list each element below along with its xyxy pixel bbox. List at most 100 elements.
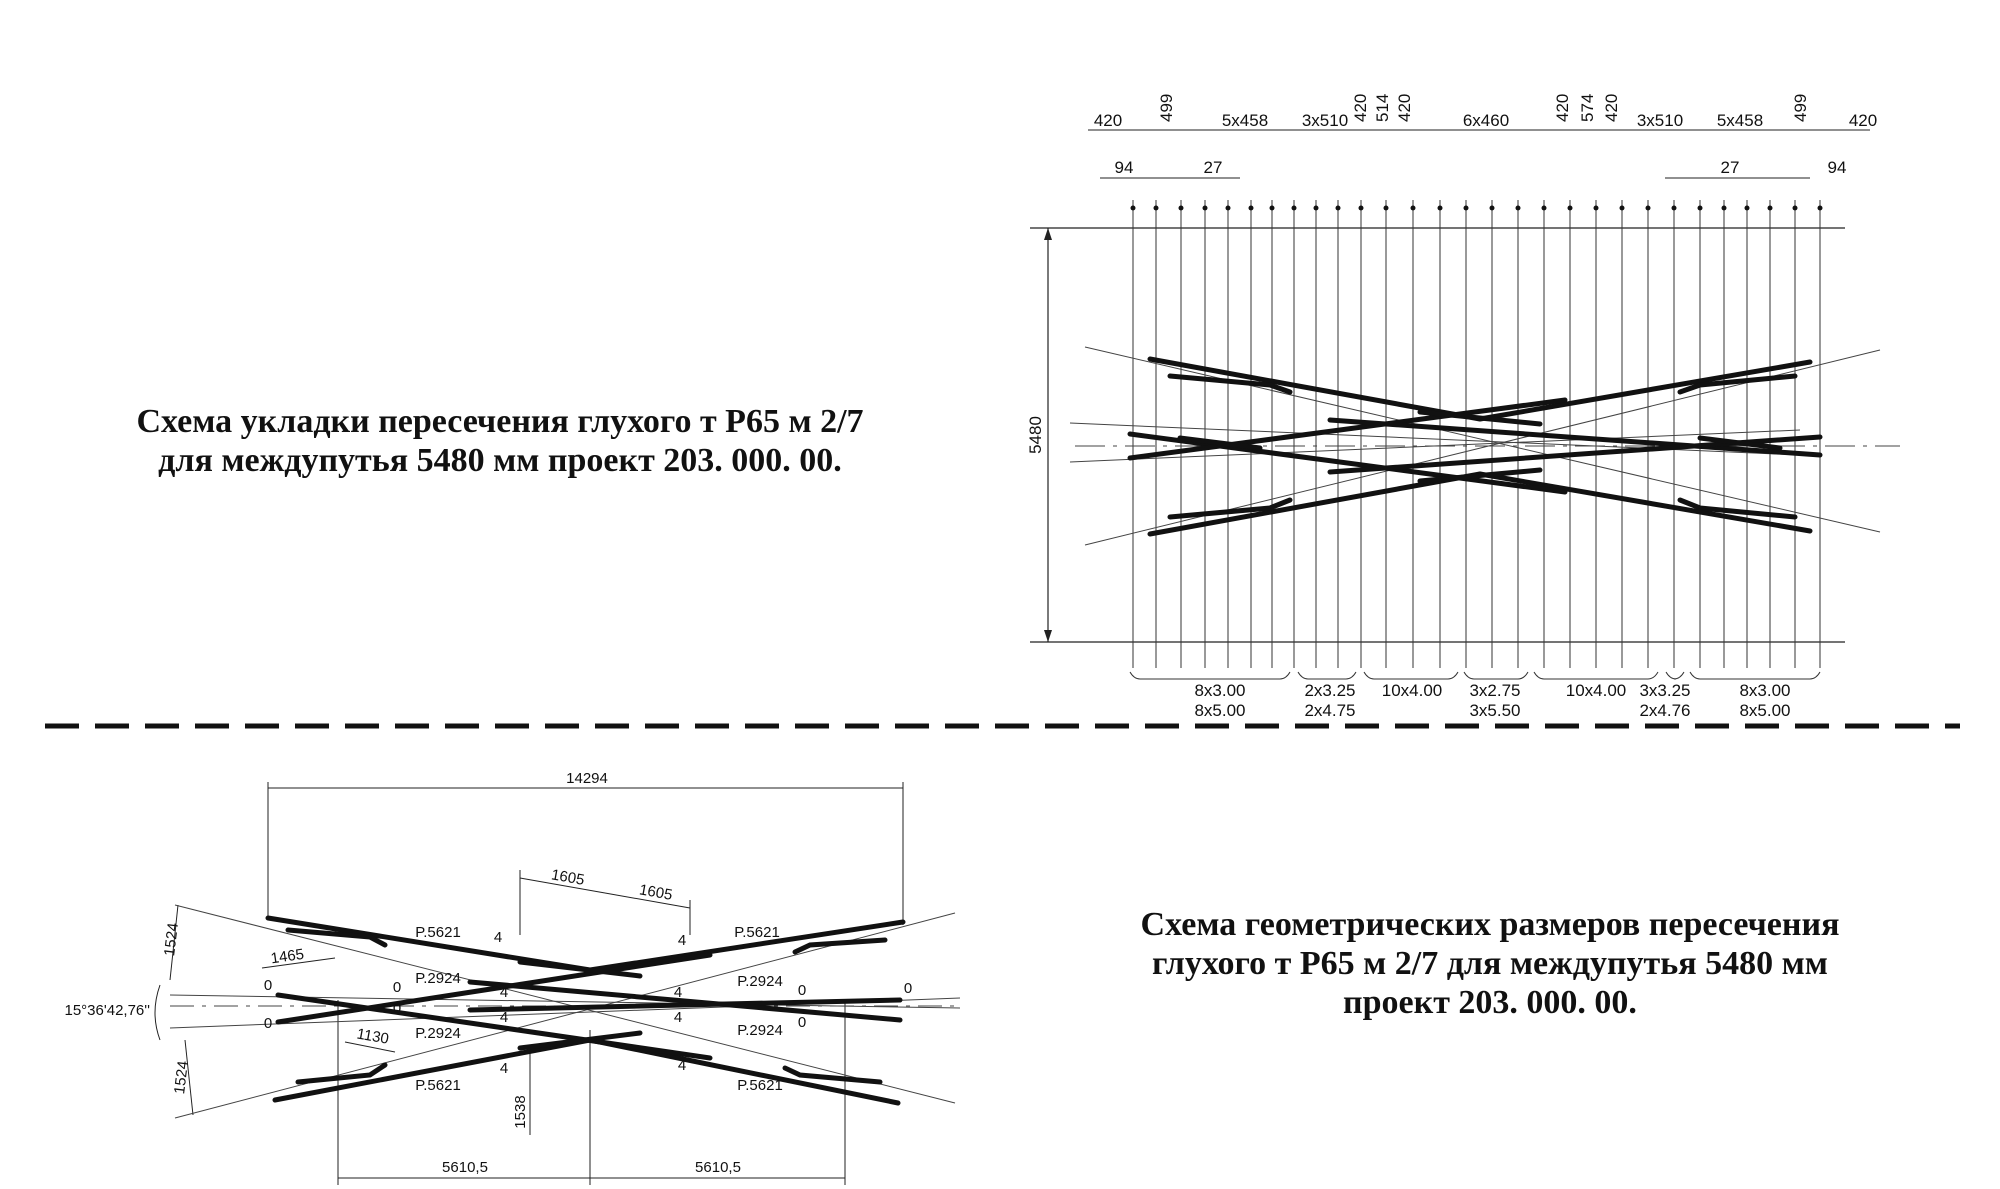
b-wing-1 xyxy=(517,959,643,979)
b-guide-1 xyxy=(174,904,956,1104)
mark-0a: 0 xyxy=(264,977,272,994)
bottom-dim-4b: 3x5.50 xyxy=(1469,701,1520,720)
top-dim-420-left: 420 xyxy=(1094,111,1122,130)
bottom-braces xyxy=(1129,671,1821,680)
b-wing-2 xyxy=(517,1030,643,1051)
rail-long-tl xyxy=(1147,356,1483,422)
sleeper-dot xyxy=(1225,205,1231,211)
bottom-dim-7b: 8x5.00 xyxy=(1739,701,1790,720)
sleeper-dot xyxy=(1358,205,1364,211)
caption-bottom: Схема геометрических размеров пересечени… xyxy=(1090,905,1890,1022)
top-dim-420-a: 420 xyxy=(1351,94,1370,122)
bottom-dim-1b: 8x5.00 xyxy=(1194,701,1245,720)
wing-rail-1 xyxy=(1417,409,1543,427)
rail-short-3 xyxy=(1327,417,1823,458)
b-rail-s1 xyxy=(275,992,713,1061)
offset-left-label: 1465 xyxy=(270,946,305,967)
sleeper-dot xyxy=(1313,205,1319,211)
side-top-dim-line xyxy=(169,904,179,981)
label-p5621-tl: P.5621 xyxy=(415,924,461,941)
caption-bottom-line3: проект 203. 000. 00. xyxy=(1343,984,1637,1021)
label-p2924-tl: P.2924 xyxy=(415,970,461,987)
height-dim-label: 5480 xyxy=(1026,416,1045,454)
guide-line-3 xyxy=(1069,422,1801,456)
sleeper-dot xyxy=(1541,205,1547,211)
guard-rail-br xyxy=(1677,497,1798,520)
angle-label: 15°36'42,76'' xyxy=(65,1002,151,1019)
sleeper-dot xyxy=(1792,205,1798,211)
wing-rail-2 xyxy=(1417,467,1543,484)
gap-small-label: 1130 xyxy=(355,1025,390,1047)
sleeper-dot xyxy=(1567,205,1573,211)
rail-short-2 xyxy=(1127,397,1568,461)
angle-arc xyxy=(154,984,161,1041)
caption-top-line2: для междупутья 5480 мм проект 203. 000. … xyxy=(158,442,842,479)
overall-dim-label: 14294 xyxy=(566,770,608,787)
mark-0c: 0 xyxy=(393,979,401,996)
b-guard-br xyxy=(782,1065,883,1085)
top-dim-6x460: 6x460 xyxy=(1463,111,1509,130)
sleeper-dot xyxy=(1645,205,1651,211)
bottom-brace xyxy=(1689,671,1821,680)
b-rail-s2 xyxy=(275,952,713,1025)
top-dim-3x510-left: 3x510 xyxy=(1302,111,1348,130)
guard-rail-bl xyxy=(1167,497,1293,520)
top-scheme: 5480 420 499 5x458 3x510 420 514 420 6x4… xyxy=(1026,94,1900,720)
sleeper-dot xyxy=(1291,205,1297,211)
bottom-brace xyxy=(1129,671,1291,680)
bottom-brace xyxy=(1665,671,1685,680)
bottom-dim-2b: 2x4.75 xyxy=(1304,701,1355,720)
caption-bottom-line2: глухого т Р65 м 2/7 для междупутья 5480 … xyxy=(1152,945,1828,982)
top-dim-420-b: 420 xyxy=(1395,94,1414,122)
sleeper-dot xyxy=(1463,205,1469,211)
sleeper-dot xyxy=(1744,205,1750,211)
bottom-dim-1a: 8x3.00 xyxy=(1194,681,1245,700)
bottom-dim-6b: 2x4.76 xyxy=(1639,701,1690,720)
top-dim-574: 574 xyxy=(1578,94,1597,122)
sleeper-dot xyxy=(1515,205,1521,211)
guard-rail-tr xyxy=(1677,373,1798,395)
b-guard-bl xyxy=(295,1062,388,1085)
bottom-brace xyxy=(1463,671,1529,680)
sub-dim-94-right: 94 xyxy=(1828,158,1847,177)
frog-gap-right-line xyxy=(604,892,691,909)
height-dim-arrow-top xyxy=(1044,228,1052,240)
b-rail-tr xyxy=(587,919,906,973)
top-dim-499-right: 499 xyxy=(1791,94,1810,122)
b-rail-s4 xyxy=(467,979,903,1023)
label-p2924-bl: P.2924 xyxy=(415,1025,461,1042)
height-dim-arrow-bottom xyxy=(1044,630,1052,642)
sleeper-dot xyxy=(1130,205,1136,211)
top-dim-3x510-right: 3x510 xyxy=(1637,111,1683,130)
mark-4d: 4 xyxy=(674,984,682,1001)
sleeper-dot xyxy=(1671,205,1677,211)
wing-rail-3 xyxy=(1177,435,1263,451)
rail-long-bl xyxy=(1147,471,1483,537)
b-rail-bl xyxy=(272,1037,593,1103)
label-p2924-tr: P.2924 xyxy=(737,973,783,990)
guard-rail-tl xyxy=(1167,373,1293,395)
sleeper-dot xyxy=(1335,205,1341,211)
caption-bottom-line1: Схема геометрических размеров пересечени… xyxy=(1140,906,1840,943)
sleeper-dot xyxy=(1153,205,1159,211)
sleeper-dot xyxy=(1593,205,1599,211)
top-dim-420-right: 420 xyxy=(1849,111,1877,130)
top-dim-420-c: 420 xyxy=(1553,94,1572,122)
side-bottom-dim-line xyxy=(184,1039,194,1116)
label-p5621-bl: P.5621 xyxy=(415,1077,461,1094)
sub-dim-94-left: 94 xyxy=(1115,158,1134,177)
frog-gap-left-label: 1605 xyxy=(550,866,586,889)
bottom-scheme: 14294 1605 1605 1465 15°36'42,76'' 1524 … xyxy=(65,770,961,1185)
top-dim-5x458-left: 5x458 xyxy=(1222,111,1268,130)
sleeper-dot xyxy=(1248,205,1254,211)
bottom-rails xyxy=(265,915,906,1106)
sleeper-dot xyxy=(1202,205,1208,211)
sub-dim-27-right: 27 xyxy=(1721,158,1740,177)
b-guide-2 xyxy=(174,912,956,1119)
b-rail-tl xyxy=(265,915,593,973)
sleeper-dot xyxy=(1410,205,1416,211)
sleeper-dot xyxy=(1619,205,1625,211)
offset-left-line xyxy=(261,957,336,969)
mark-0b: 0 xyxy=(264,1015,272,1032)
sleeper-dot xyxy=(1817,205,1823,211)
